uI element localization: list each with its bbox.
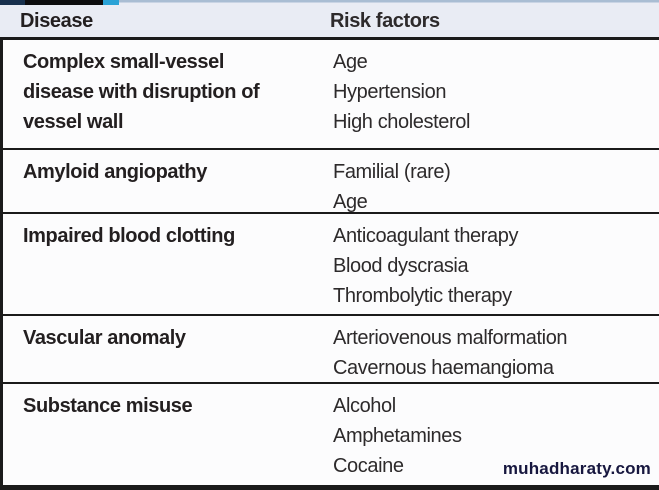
table-row: Substance misuse Alcohol Amphetamines Co…	[3, 384, 659, 485]
disease-cell: Amyloid angiopathy	[23, 161, 207, 183]
risk-factor: Thrombolytic therapy	[333, 285, 512, 307]
risk-factor: Cavernous haemangioma	[333, 357, 554, 379]
table-row: Amyloid angiopathy Familial (rare) Age	[3, 150, 659, 214]
risk-factor: Blood dyscrasia	[333, 255, 469, 277]
risk-factor: Alcohol	[333, 395, 396, 417]
risk-factor: Age	[333, 51, 368, 73]
risk-factors-cell: Age Hypertension High cholesterol	[333, 47, 659, 148]
disease-cell: Vascular anomaly	[23, 327, 186, 349]
disease-cell: Impaired blood clotting	[23, 225, 235, 247]
risk-factors-cell: Arteriovenous malformation Cavernous hae…	[333, 323, 659, 382]
risk-factors-cell: Alcohol Amphetamines Cocaine	[333, 391, 659, 485]
disease-cell: Complex small-vessel disease with disrup…	[23, 51, 260, 133]
table-header-row: Disease Risk factors	[0, 5, 659, 40]
table-row: Vascular anomaly Arteriovenous malformat…	[3, 316, 659, 384]
strip-navy-segment	[0, 0, 25, 5]
risk-factor: Hypertension	[333, 81, 447, 103]
risk-factor: Anticoagulant therapy	[333, 225, 519, 247]
watermark-text: muhadharaty.com	[502, 459, 651, 478]
table-row: Complex small-vessel disease with disrup…	[3, 40, 659, 150]
risk-factor: Familial (rare)	[333, 161, 451, 183]
risk-factor: Amphetamines	[333, 425, 462, 447]
risk-factors-cell: Anticoagulant therapy Blood dyscrasia Th…	[333, 221, 659, 314]
risk-factor: Arteriovenous malformation	[333, 327, 568, 349]
risk-factors-cell: Familial (rare) Age	[333, 157, 659, 213]
risk-factor: Cocaine	[333, 455, 404, 477]
header-risk-factors: Risk factors	[330, 9, 440, 32]
risk-factors-table: Disease Risk factors Complex small-vesse…	[0, 5, 659, 485]
top-decorative-strip	[0, 0, 659, 5]
header-disease: Disease	[20, 9, 93, 32]
strip-black-segment	[25, 0, 103, 5]
risk-factor: High cholesterol	[333, 111, 471, 133]
strip-rest-segment	[119, 0, 659, 5]
risk-factor: Age	[333, 191, 368, 213]
table-row: Impaired blood clotting Anticoagulant th…	[3, 214, 659, 316]
table-body: Complex small-vessel disease with disrup…	[0, 40, 659, 485]
strip-teal-segment	[103, 0, 119, 5]
disease-cell: Substance misuse	[23, 395, 193, 417]
